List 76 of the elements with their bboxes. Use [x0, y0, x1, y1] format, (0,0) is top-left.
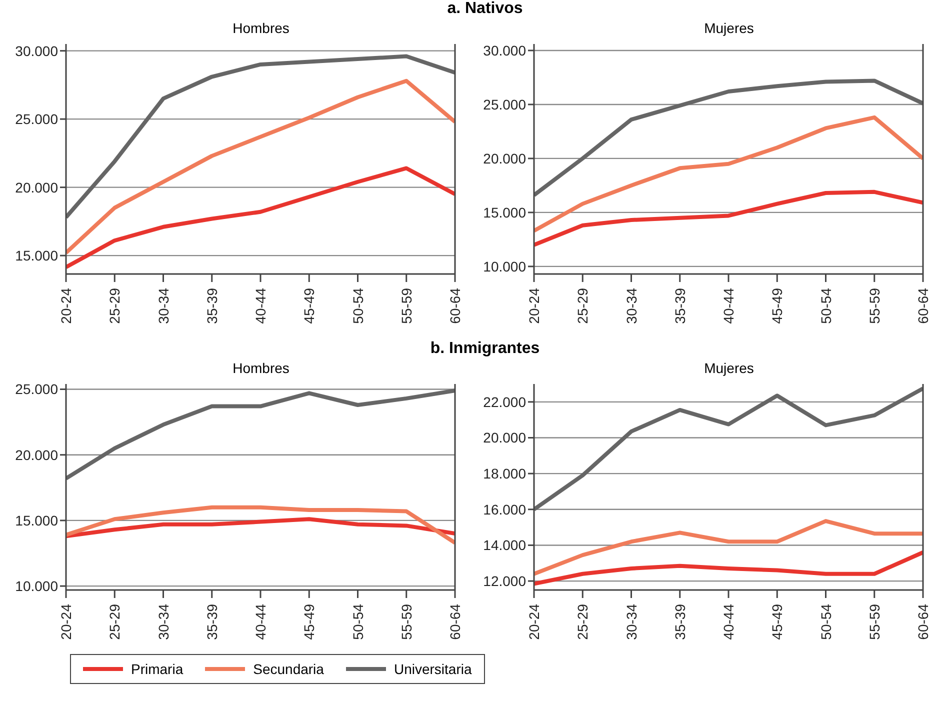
y-tick-label: 15.000: [483, 204, 526, 220]
x-tick-label: 30-34: [623, 604, 640, 640]
y-tick-label: 10.000: [15, 578, 58, 594]
x-tick-label: 45-49: [301, 288, 318, 324]
x-tick-label: 35-39: [672, 604, 688, 640]
x-tick-label: 25-29: [574, 604, 591, 640]
x-tick-label: 60-64: [447, 604, 463, 640]
chart-subtitle: Mujeres: [703, 360, 755, 378]
y-tick-label: 15.000: [15, 248, 58, 264]
chart-title: a. Nativos: [446, 0, 524, 19]
x-tick-label: 50-54: [818, 604, 834, 640]
x-tick-label: 40-44: [252, 288, 268, 324]
line-series: [534, 386, 923, 512]
y-tick-label: 20.000: [15, 179, 58, 196]
line-series: [66, 517, 455, 538]
line-series: [534, 519, 923, 576]
y-tick-label: 22.000: [483, 394, 526, 410]
x-tick-label: 60-64: [915, 288, 931, 324]
line-series: [534, 78, 923, 198]
x-tick-label: 35-39: [204, 604, 220, 640]
legend-label: Secundaria: [253, 661, 324, 677]
line-series: [66, 505, 455, 545]
x-tick-label: 30-34: [623, 288, 640, 324]
legend-label: Universitaria: [394, 661, 472, 677]
line-series: [534, 115, 923, 233]
x-tick-label: 20-24: [58, 288, 74, 324]
y-tick-label: 16.000: [483, 501, 526, 518]
x-tick-label: 25-29: [106, 604, 123, 640]
chart-subtitle: Mujeres: [703, 20, 755, 38]
y-tick-label: 30.000: [483, 42, 526, 58]
x-tick-label: 25-29: [106, 288, 123, 324]
y-tick-label: 25.000: [15, 111, 58, 128]
y-tick-label: 20.000: [483, 150, 526, 166]
x-tick-label: 20-24: [526, 288, 542, 324]
x-tick-label: 35-39: [672, 288, 688, 324]
y-tick-label: 30.000: [15, 42, 58, 59]
y-tick-label: 10.000: [483, 258, 526, 274]
y-tick-label: 20.000: [483, 430, 526, 446]
x-tick-label: 60-64: [915, 604, 931, 640]
x-tick-label: 45-49: [769, 288, 786, 324]
x-tick-label: 55-59: [398, 288, 414, 324]
x-tick-label: 30-34: [155, 288, 172, 324]
y-tick-label: 20.000: [15, 446, 58, 463]
line-series: [66, 388, 455, 480]
chart-subtitle: Hombres: [232, 20, 290, 38]
legend-label: Primaria: [131, 661, 184, 677]
line-series: [534, 550, 923, 586]
x-tick-label: 45-49: [769, 604, 786, 640]
x-tick-label: 55-59: [866, 604, 882, 640]
y-tick-label: 18.000: [483, 466, 526, 482]
chart-title: b. Inmigrantes: [429, 340, 541, 359]
y-tick-label: 25.000: [15, 381, 58, 398]
line-series: [66, 166, 455, 270]
x-tick-label: 50-54: [818, 288, 834, 324]
x-tick-label: 20-24: [58, 604, 74, 640]
x-tick-label: 35-39: [204, 288, 220, 324]
y-tick-label: 12.000: [483, 573, 526, 590]
line-series: [66, 78, 455, 255]
x-tick-label: 30-34: [155, 604, 172, 640]
x-tick-label: 50-54: [350, 604, 366, 640]
x-tick-label: 55-59: [866, 288, 882, 324]
y-tick-label: 14.000: [483, 537, 526, 554]
x-tick-label: 40-44: [720, 288, 736, 324]
x-tick-label: 20-24: [526, 604, 542, 640]
line-series: [66, 54, 455, 220]
line-series: [534, 190, 923, 247]
x-tick-label: 50-54: [350, 288, 366, 324]
x-tick-label: 40-44: [252, 604, 268, 640]
chart-subtitle: Hombres: [232, 360, 290, 378]
x-tick-label: 55-59: [398, 604, 414, 640]
y-tick-label: 15.000: [15, 512, 58, 528]
x-tick-label: 60-64: [447, 288, 463, 324]
x-tick-label: 25-29: [574, 288, 591, 324]
x-tick-label: 45-49: [301, 604, 318, 640]
y-tick-label: 25.000: [483, 96, 526, 112]
x-tick-label: 40-44: [720, 604, 736, 640]
